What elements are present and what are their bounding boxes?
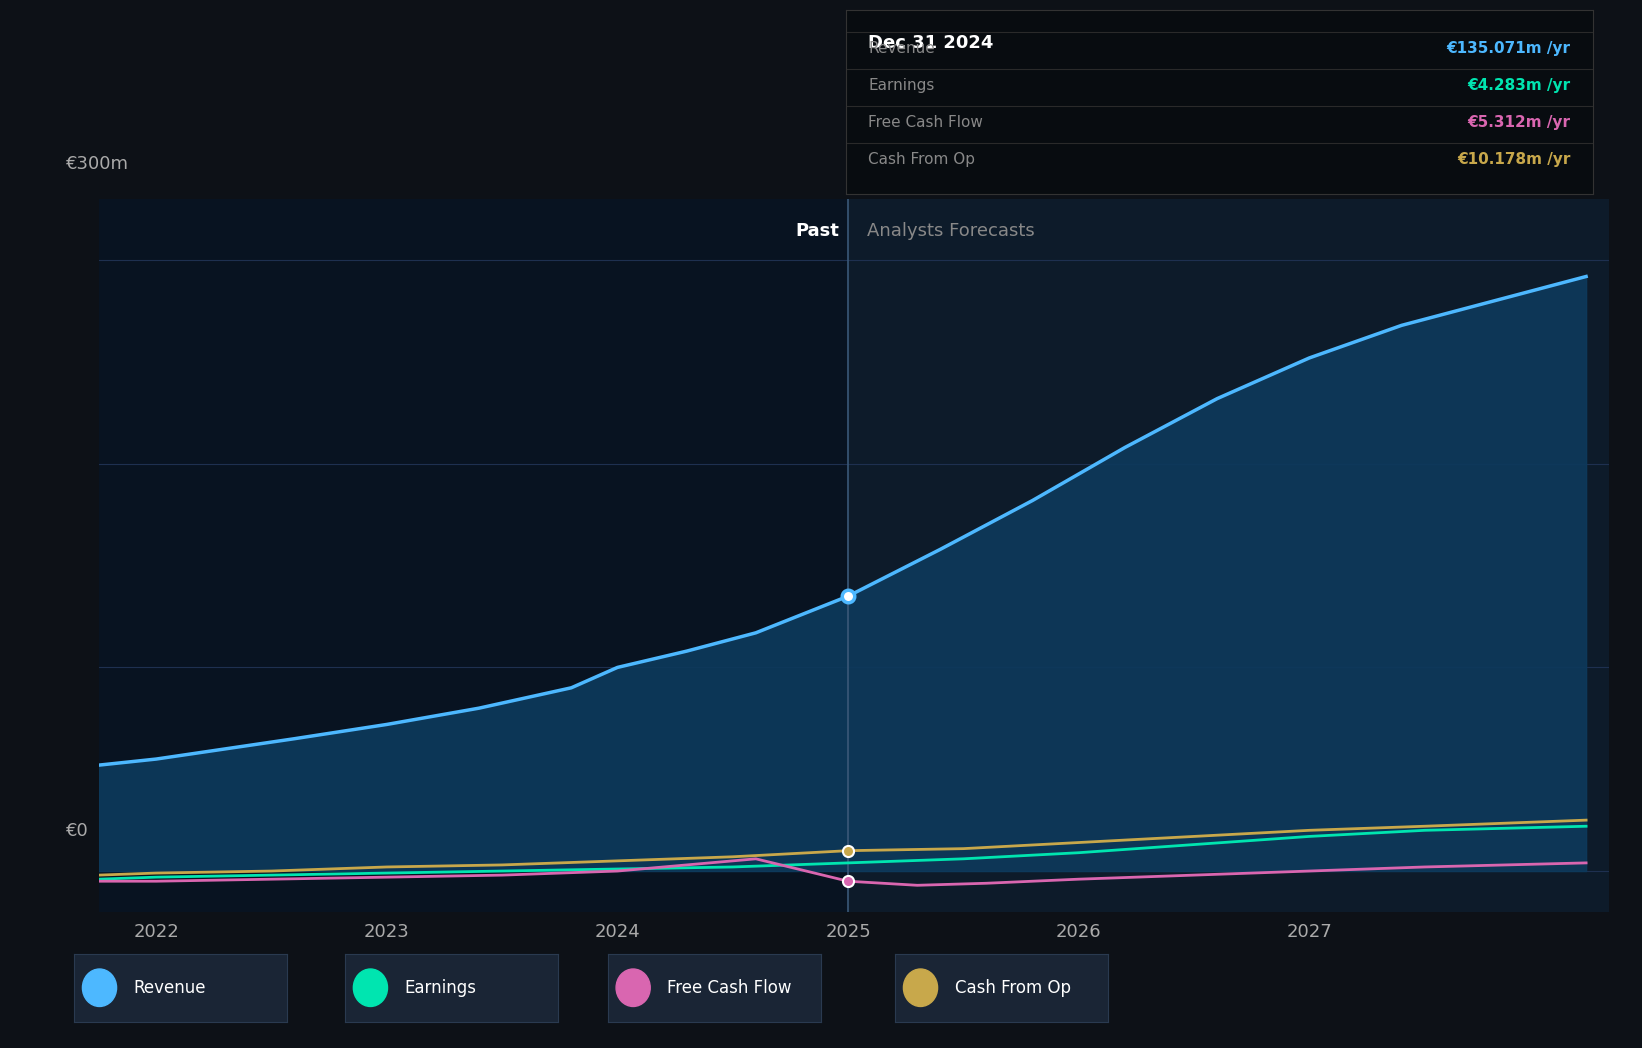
- Ellipse shape: [903, 969, 938, 1006]
- Text: €5.312m /yr: €5.312m /yr: [1468, 115, 1570, 130]
- Text: Earnings: Earnings: [404, 979, 476, 997]
- Text: €135.071m /yr: €135.071m /yr: [1447, 42, 1570, 57]
- Text: Revenue: Revenue: [869, 42, 934, 57]
- Ellipse shape: [616, 969, 650, 1006]
- Text: Revenue: Revenue: [133, 979, 207, 997]
- Text: Analysts Forecasts: Analysts Forecasts: [867, 222, 1034, 240]
- Text: €4.283m /yr: €4.283m /yr: [1468, 79, 1570, 93]
- Text: €10.178m /yr: €10.178m /yr: [1456, 152, 1570, 167]
- Ellipse shape: [353, 969, 388, 1006]
- Ellipse shape: [82, 969, 117, 1006]
- Text: Cash From Op: Cash From Op: [869, 152, 975, 167]
- Text: Cash From Op: Cash From Op: [954, 979, 1071, 997]
- Text: Dec 31 2024: Dec 31 2024: [869, 35, 993, 52]
- Text: €300m: €300m: [66, 155, 128, 173]
- Text: Free Cash Flow: Free Cash Flow: [667, 979, 791, 997]
- Bar: [99, 199, 847, 912]
- Text: Earnings: Earnings: [869, 79, 934, 93]
- Text: Past: Past: [795, 222, 839, 240]
- Text: Free Cash Flow: Free Cash Flow: [869, 115, 984, 130]
- Text: €0: €0: [66, 822, 89, 840]
